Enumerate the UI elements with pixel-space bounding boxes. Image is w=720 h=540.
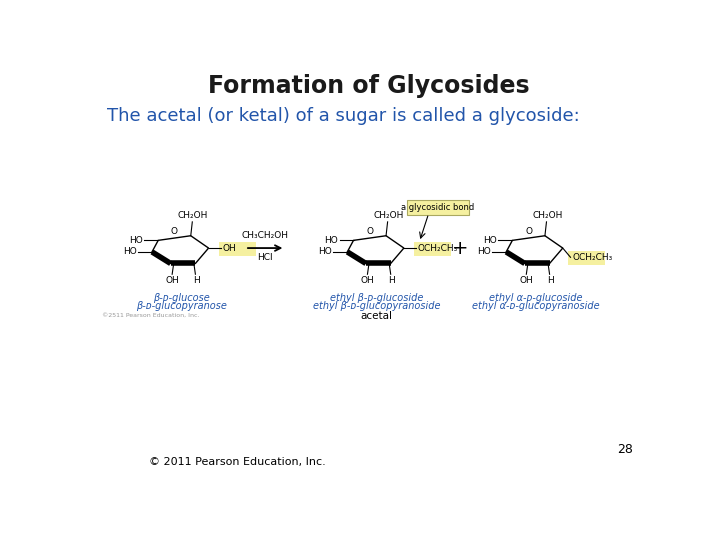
Text: HO: HO [129, 236, 143, 245]
Text: HO: HO [122, 247, 137, 256]
FancyBboxPatch shape [407, 200, 469, 215]
Text: OCH₂CH₃: OCH₂CH₃ [572, 253, 612, 262]
Text: OCH₂CH₃: OCH₂CH₃ [418, 244, 458, 253]
Text: acetal: acetal [361, 311, 392, 321]
Text: a glycosidic bond: a glycosidic bond [401, 202, 474, 212]
Text: O: O [171, 227, 178, 237]
Text: HO: HO [483, 236, 497, 245]
Text: OH: OH [519, 276, 534, 285]
Text: O: O [366, 227, 373, 237]
FancyBboxPatch shape [568, 251, 606, 265]
FancyBboxPatch shape [219, 242, 256, 256]
Text: ethyl α-ᴅ-glucoside: ethyl α-ᴅ-glucoside [489, 293, 582, 303]
Text: HCl: HCl [257, 253, 273, 262]
Text: OH: OH [166, 276, 179, 285]
Text: The acetal (or ketal) of a sugar is called a glycoside:: The acetal (or ketal) of a sugar is call… [107, 107, 580, 125]
Text: ethyl β-ᴅ-glucoside: ethyl β-ᴅ-glucoside [330, 293, 423, 303]
Text: 28: 28 [616, 443, 632, 456]
Text: H: H [388, 276, 395, 285]
Text: Formation of Glycosides: Formation of Glycosides [208, 75, 530, 98]
Text: © 2011 Pearson Education, Inc.: © 2011 Pearson Education, Inc. [149, 457, 325, 467]
Text: CH₃CH₂OH: CH₃CH₂OH [242, 231, 289, 240]
Text: HO: HO [324, 236, 338, 245]
Text: ethyl β-ᴅ-glucopyranoside: ethyl β-ᴅ-glucopyranoside [313, 301, 441, 311]
Text: +: + [452, 239, 469, 258]
Text: ©2511 Pearson Education, Inc.: ©2511 Pearson Education, Inc. [102, 313, 199, 318]
Text: HO: HO [318, 247, 332, 256]
Text: CH₂OH: CH₂OH [532, 211, 562, 220]
Text: CH₂OH: CH₂OH [178, 211, 208, 220]
Text: H: H [547, 276, 554, 285]
Text: OH: OH [361, 276, 374, 285]
Text: CH₂OH: CH₂OH [373, 211, 404, 220]
Text: β-ᴅ-glucose: β-ᴅ-glucose [153, 293, 210, 303]
Text: OH: OH [222, 244, 236, 253]
Text: O: O [525, 227, 532, 237]
FancyBboxPatch shape [414, 242, 451, 256]
Text: HO: HO [477, 247, 490, 256]
Text: ethyl α-ᴅ-glucopyranoside: ethyl α-ᴅ-glucopyranoside [472, 301, 600, 311]
Text: H: H [193, 276, 199, 285]
Text: β-ᴅ-glucopyranose: β-ᴅ-glucopyranose [136, 301, 227, 311]
